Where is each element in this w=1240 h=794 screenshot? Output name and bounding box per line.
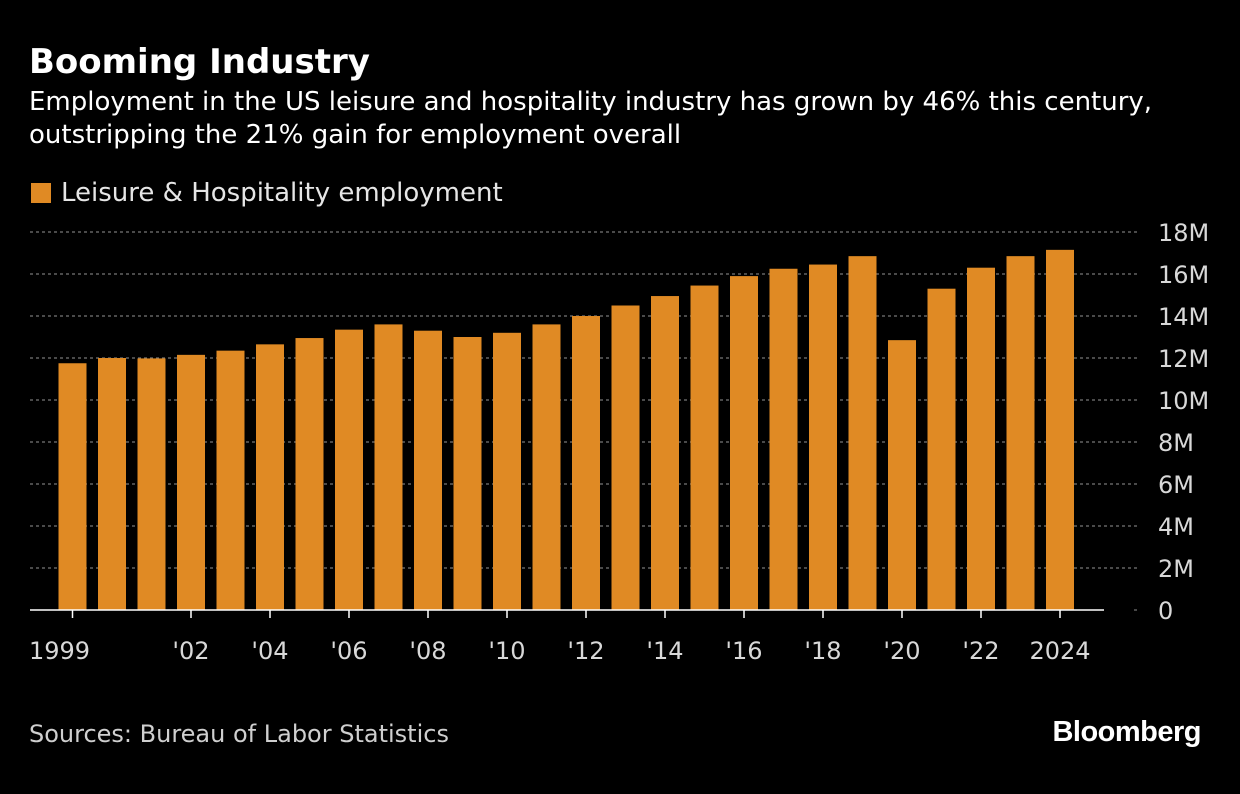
- bar-2003: [216, 350, 245, 610]
- bar-2007: [374, 324, 403, 610]
- legend-label: Leisure & Hospitality employment: [61, 178, 503, 208]
- x-tick-label: '22: [962, 637, 999, 665]
- x-tick-label: 1999: [29, 637, 90, 665]
- chart-subtitle: Employment in the US leisure and hospita…: [29, 87, 1153, 150]
- x-tick-label: 2024: [1029, 637, 1090, 665]
- bar-2019: [848, 256, 877, 610]
- bar-2000: [98, 358, 126, 610]
- x-tick-label: '20: [883, 637, 920, 665]
- bar-2024: [1046, 249, 1074, 610]
- x-tick-label: '16: [725, 637, 762, 665]
- bar-2002: [177, 354, 205, 610]
- x-tick-label: '02: [172, 637, 209, 665]
- bar-1999: [58, 363, 87, 610]
- bar-2005: [295, 338, 324, 610]
- bar-2006: [335, 329, 363, 610]
- bar-chart: 0 2M 4M 6M 8M 10M 12M 14M 16M 18M 1999 '02 '04 '06 '08…: [29, 219, 1209, 665]
- bar-2010: [493, 332, 521, 610]
- y-tick-label: 10M: [1158, 387, 1209, 415]
- x-tick-label: '18: [804, 637, 841, 665]
- bar-2016: [730, 276, 758, 610]
- y-tick-label: 14M: [1158, 303, 1209, 331]
- bar-2012: [572, 316, 600, 610]
- y-tick-label: 18M: [1158, 219, 1209, 247]
- y-tick-label: 8M: [1158, 429, 1194, 457]
- y-tick-label: 16M: [1158, 261, 1209, 289]
- y-tick-label: 2M: [1158, 555, 1194, 583]
- bar-2015: [690, 285, 719, 610]
- bar-2004: [256, 344, 284, 610]
- bar-2023: [1006, 256, 1035, 610]
- bloomberg-logo: Bloomberg: [1052, 716, 1201, 748]
- x-tick-label: '04: [251, 637, 288, 665]
- bar-2014: [651, 296, 679, 610]
- bar-2017: [769, 268, 798, 610]
- bar-2009: [453, 337, 482, 610]
- legend-swatch: [31, 183, 51, 203]
- source-note: Sources: Bureau of Labor Statistics: [29, 720, 449, 748]
- y-tick-label: 6M: [1158, 471, 1194, 499]
- x-tick-label: '14: [646, 637, 683, 665]
- bar-2008: [414, 330, 442, 610]
- x-tick-label: '10: [488, 637, 525, 665]
- x-tick-label: '08: [409, 637, 446, 665]
- y-tick-label: 4M: [1158, 513, 1194, 541]
- bar-2021: [927, 288, 956, 610]
- bar-2001: [137, 358, 166, 610]
- bar-2013: [611, 305, 640, 610]
- x-tick-label: '12: [567, 637, 604, 665]
- y-tick-label: 0: [1158, 597, 1173, 625]
- bar-2022: [967, 267, 995, 610]
- bar-2020: [888, 340, 916, 610]
- y-tick-label: 12M: [1158, 345, 1209, 373]
- bar-2018: [809, 264, 837, 610]
- chart-legend: Leisure & Hospitality employment: [31, 176, 503, 210]
- bar-2011: [532, 324, 561, 610]
- chart-title: Booming Industry: [29, 42, 370, 82]
- x-tick-label: '06: [330, 637, 367, 665]
